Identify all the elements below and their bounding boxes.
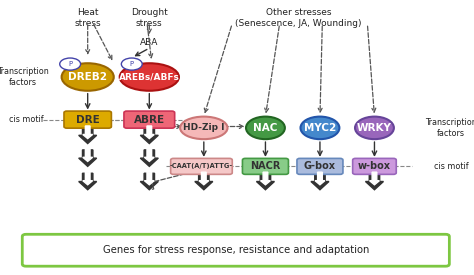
Polygon shape (315, 172, 325, 185)
Text: ABA: ABA (140, 38, 158, 47)
Text: cis motif: cis motif (434, 162, 469, 171)
Polygon shape (140, 127, 158, 144)
Ellipse shape (180, 117, 228, 139)
Text: Transcription
factors: Transcription factors (425, 118, 474, 138)
Polygon shape (365, 173, 383, 190)
Ellipse shape (246, 117, 285, 139)
Polygon shape (145, 126, 154, 139)
Polygon shape (199, 172, 209, 185)
Polygon shape (79, 173, 97, 190)
FancyBboxPatch shape (64, 111, 111, 128)
FancyBboxPatch shape (353, 158, 396, 174)
Polygon shape (195, 173, 213, 190)
Circle shape (121, 58, 142, 70)
Text: G-box: G-box (304, 161, 336, 171)
Polygon shape (145, 172, 154, 185)
Text: Heat
stress: Heat stress (74, 8, 101, 28)
Text: Transcription
factors: Transcription factors (0, 67, 49, 87)
FancyBboxPatch shape (297, 158, 343, 174)
Text: Drought
stress: Drought stress (131, 8, 168, 28)
Text: DREB2: DREB2 (68, 72, 107, 82)
Text: cis motif: cis motif (9, 115, 44, 124)
Text: -CAAT(A/T)ATTG-: -CAAT(A/T)ATTG- (170, 163, 233, 169)
FancyBboxPatch shape (242, 158, 288, 174)
Text: ABRE: ABRE (134, 115, 165, 125)
Polygon shape (83, 149, 92, 161)
Polygon shape (83, 126, 92, 139)
Ellipse shape (119, 63, 179, 91)
Circle shape (60, 58, 81, 70)
Text: HD-Zip I: HD-Zip I (183, 123, 225, 132)
FancyBboxPatch shape (171, 158, 232, 174)
Ellipse shape (355, 117, 394, 139)
Text: DRE: DRE (76, 115, 100, 125)
Polygon shape (311, 173, 329, 190)
Text: MYC2: MYC2 (304, 123, 336, 133)
Text: w-box: w-box (358, 161, 391, 171)
Text: Other stresses
(Senescence, JA, Wounding): Other stresses (Senescence, JA, Wounding… (236, 8, 362, 28)
Text: P: P (68, 61, 72, 67)
FancyBboxPatch shape (124, 111, 174, 128)
Polygon shape (83, 172, 92, 185)
Text: NACR: NACR (250, 161, 281, 171)
Polygon shape (145, 149, 154, 161)
FancyBboxPatch shape (22, 234, 449, 266)
Polygon shape (370, 172, 379, 185)
Polygon shape (140, 150, 158, 166)
Text: AREBs/ABFs: AREBs/ABFs (119, 73, 180, 81)
Polygon shape (79, 127, 97, 144)
Polygon shape (140, 173, 158, 190)
Ellipse shape (301, 117, 339, 139)
Text: NAC: NAC (253, 123, 278, 133)
Text: P: P (130, 61, 134, 67)
Polygon shape (256, 173, 274, 190)
Polygon shape (79, 150, 97, 166)
Text: WRKY: WRKY (357, 123, 392, 133)
Polygon shape (261, 172, 270, 185)
Text: Genes for stress response, resistance and adaptation: Genes for stress response, resistance an… (103, 245, 369, 255)
Ellipse shape (62, 63, 114, 91)
